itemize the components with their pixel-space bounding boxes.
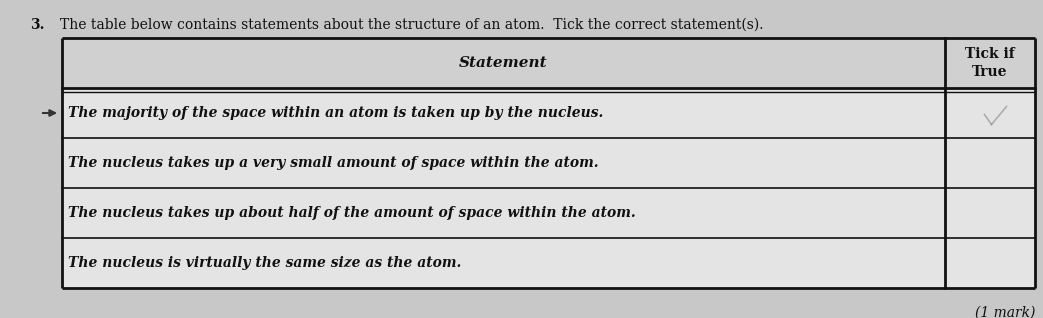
Bar <box>62 238 945 288</box>
Bar <box>62 38 945 88</box>
Text: The nucleus takes up a very small amount of space within the atom.: The nucleus takes up a very small amount… <box>68 156 599 170</box>
Text: The table below contains statements about the structure of an atom.  Tick the co: The table below contains statements abou… <box>60 18 763 32</box>
Bar <box>62 138 945 188</box>
Text: The nucleus takes up about half of the amount of space within the atom.: The nucleus takes up about half of the a… <box>68 206 636 220</box>
Bar <box>62 88 945 138</box>
Bar <box>945 88 1035 138</box>
Bar <box>62 188 945 238</box>
Bar <box>945 238 1035 288</box>
Text: (1 mark): (1 mark) <box>974 306 1035 318</box>
Bar <box>945 188 1035 238</box>
Bar <box>945 38 1035 88</box>
Bar <box>945 138 1035 188</box>
Text: Statement: Statement <box>459 56 548 70</box>
Text: Tick if
True: Tick if True <box>965 47 1015 79</box>
Text: The majority of the space within an atom is taken up by the nucleus.: The majority of the space within an atom… <box>68 106 603 120</box>
Text: The nucleus is virtually the same size as the atom.: The nucleus is virtually the same size a… <box>68 256 461 270</box>
Text: 3.: 3. <box>30 18 45 32</box>
Bar <box>62 38 1035 288</box>
